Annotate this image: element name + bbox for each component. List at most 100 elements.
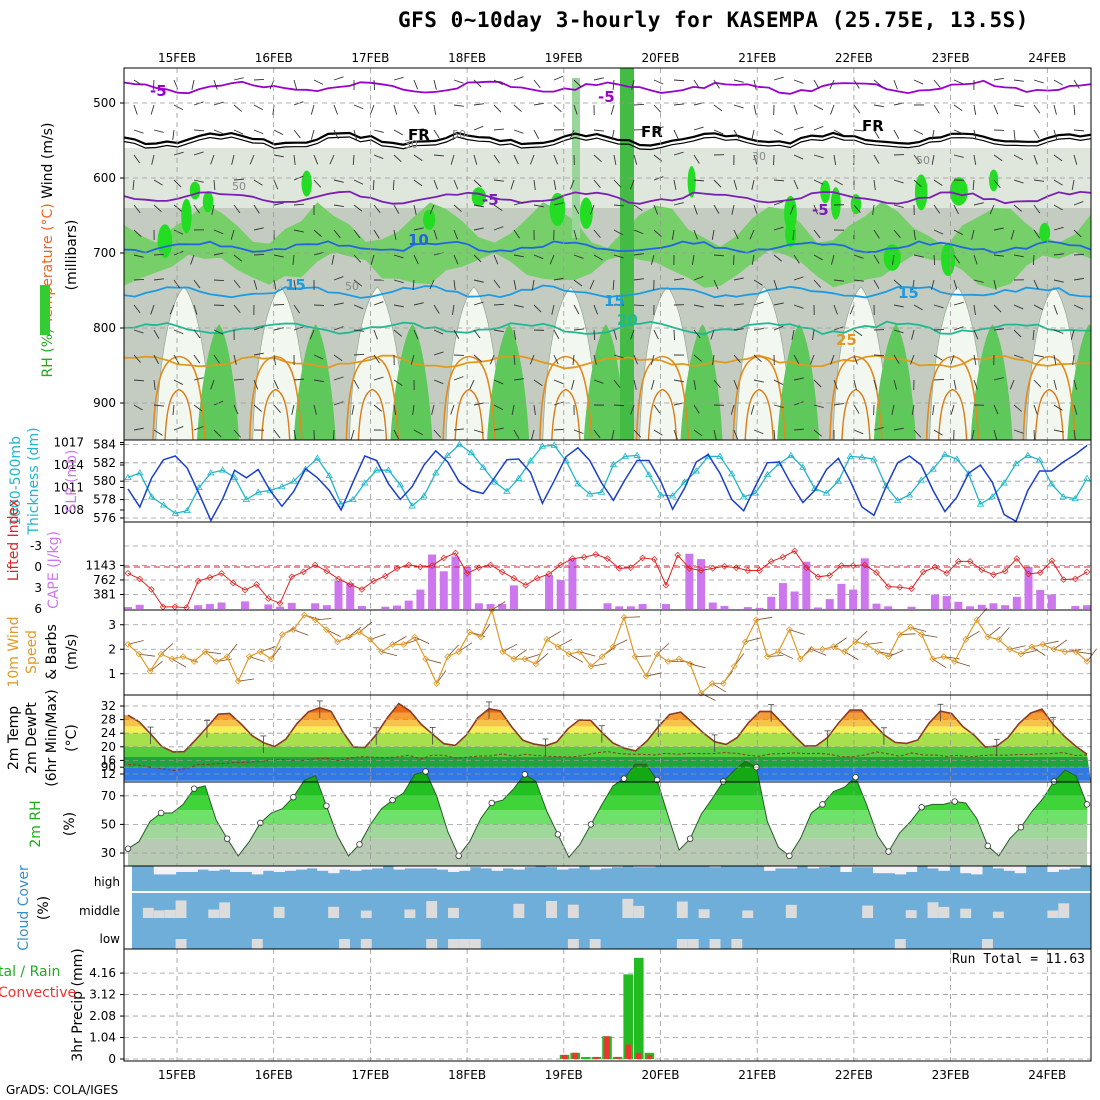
- wind-barb: [253, 279, 258, 290]
- high-cloud-gap: [273, 866, 286, 872]
- middle-cloud-gap: [927, 902, 939, 918]
- wind-speed-marker: [201, 648, 209, 656]
- tick-label: 1.04: [89, 1031, 116, 1045]
- thickness-ticks: 576 578 580 582 584: [93, 437, 124, 525]
- tick-label: 12: [101, 767, 116, 781]
- wind-barb: [593, 154, 602, 162]
- wind-barb: [613, 379, 621, 389]
- wind-barb: [533, 254, 544, 260]
- cape-bar: [276, 606, 285, 609]
- high-cloud-gap: [317, 866, 329, 871]
- cape-bar: [778, 583, 787, 609]
- cape-bar: [814, 607, 823, 609]
- wind-speed-marker: [289, 626, 297, 634]
- wind-barb: [853, 204, 861, 213]
- cape-bar: [743, 607, 752, 609]
- wind-barb: [653, 104, 662, 113]
- wind-barb: [733, 129, 740, 139]
- wind-speed-marker: [653, 650, 661, 658]
- lifted-index-marker: [955, 558, 962, 565]
- wind-barb: [193, 354, 201, 364]
- wind-barb: [1053, 379, 1057, 390]
- wind-barb: [453, 204, 462, 212]
- wind-barb: [433, 129, 440, 139]
- middle-cloud-gap: [153, 910, 165, 918]
- rh-saturated-cell: [883, 244, 901, 271]
- wind-barb: [493, 128, 504, 131]
- rh-marker: [124, 845, 132, 852]
- wind-barb: [1073, 304, 1084, 310]
- high-cloud-gap: [807, 866, 820, 869]
- thickness-marker: [1000, 479, 1008, 486]
- wind-barb: [193, 151, 204, 156]
- wind-speed-marker: [323, 626, 330, 634]
- rh-contour-label: 50: [916, 154, 930, 167]
- cape-bar: [439, 571, 448, 609]
- wind-barb: [849, 304, 855, 315]
- wind-barb: [753, 327, 764, 331]
- wind-barb: [953, 279, 958, 290]
- high-cloud-gap: [883, 866, 896, 874]
- wind-barb: [989, 204, 995, 215]
- date-label-bottom: 21FEB: [738, 1068, 776, 1082]
- cape-bar: [416, 589, 425, 609]
- rh-saturated-cell: [830, 187, 841, 220]
- high-cloud-gap: [557, 866, 569, 870]
- wind-barb: [789, 204, 795, 215]
- rh-line: [127, 760, 1088, 859]
- wind-barb: [993, 429, 998, 440]
- cape-bar: [322, 605, 331, 609]
- wind-barb: [553, 379, 564, 385]
- wind-speed-marker: [334, 638, 341, 646]
- wind-barb: [993, 179, 1001, 189]
- wind-speed-marker: [907, 623, 915, 631]
- cape-bar: [720, 605, 729, 609]
- wind-barb: [593, 254, 603, 261]
- lifted-index-marker: [896, 583, 904, 591]
- wind-barb: [233, 279, 241, 289]
- wind-barb: [150, 104, 155, 115]
- wind-speed-marker: [433, 680, 441, 687]
- lifted-index-marker: [124, 569, 132, 577]
- lifted-index-marker: [510, 574, 518, 582]
- high-cloud-gap: [1003, 866, 1016, 871]
- wind-barb: [533, 179, 536, 190]
- rh-saturated-cell: [423, 209, 436, 230]
- wind-barb: [393, 279, 404, 284]
- lifted-index-marker: [148, 586, 155, 593]
- tick-label: 578: [93, 493, 116, 507]
- wind-barb: [893, 279, 902, 287]
- tick-label: 3: [108, 618, 116, 632]
- lifted-index-marker: [346, 581, 354, 588]
- wind-barb: [553, 354, 559, 365]
- slp-ticks: 1008 1011 1014 1017: [53, 436, 124, 517]
- wind-barb: [553, 75, 564, 81]
- wind-speed-marker: [245, 653, 253, 660]
- wind-barb: [393, 329, 403, 337]
- rh-contour-label: 30: [404, 138, 418, 151]
- wind-barb: [633, 304, 645, 307]
- wind-barb: [953, 254, 960, 264]
- wind-speed-marker: [190, 658, 198, 665]
- wind-barb: [1013, 104, 1024, 108]
- wind-speed-marker: [940, 653, 948, 660]
- wind-barb: [793, 377, 804, 381]
- wind-barb: [733, 303, 744, 306]
- cape-bar: [708, 602, 717, 609]
- wind-barb: [853, 79, 860, 89]
- wind-speed-marker: [587, 663, 595, 670]
- high-cloud-gap: [469, 866, 482, 868]
- lifted-index-marker: [1071, 575, 1079, 583]
- wind-barb: [293, 229, 304, 233]
- surface-wind-barb: [833, 637, 847, 648]
- wind-barb: [673, 202, 684, 206]
- lifted-index-marker: [545, 570, 553, 578]
- middle-cloud-gap: [742, 910, 754, 918]
- wind-barb: [733, 379, 738, 390]
- wind-barb: [773, 379, 784, 385]
- high-cloud-gap: [1014, 866, 1027, 874]
- wind-barb: [893, 229, 901, 238]
- wind-barb: [673, 103, 684, 106]
- wind-barb: [393, 104, 398, 115]
